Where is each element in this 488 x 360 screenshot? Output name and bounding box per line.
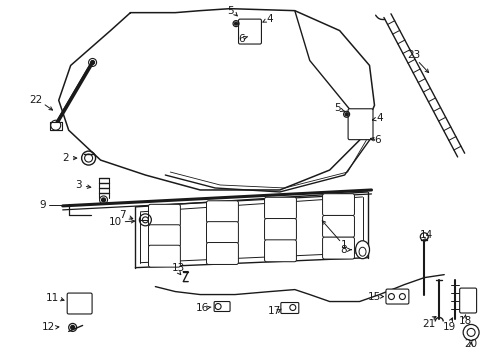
Ellipse shape — [355, 241, 369, 259]
Text: 6: 6 — [238, 33, 245, 44]
Text: 10: 10 — [109, 217, 122, 227]
Text: 13: 13 — [171, 263, 184, 273]
FancyBboxPatch shape — [322, 237, 354, 259]
FancyBboxPatch shape — [322, 194, 354, 216]
Text: 23: 23 — [407, 50, 420, 60]
Text: 19: 19 — [442, 323, 455, 332]
Text: 16: 16 — [195, 302, 208, 312]
Text: 18: 18 — [458, 316, 471, 327]
FancyBboxPatch shape — [264, 240, 296, 262]
FancyBboxPatch shape — [67, 293, 92, 314]
Text: 21: 21 — [422, 319, 435, 329]
FancyBboxPatch shape — [385, 289, 408, 304]
FancyBboxPatch shape — [347, 109, 372, 140]
Text: 5: 5 — [334, 103, 340, 113]
Circle shape — [345, 113, 347, 116]
Circle shape — [90, 60, 94, 64]
FancyBboxPatch shape — [322, 215, 354, 237]
Text: 17: 17 — [268, 306, 281, 316]
Text: 22: 22 — [29, 95, 42, 105]
Text: 14: 14 — [419, 230, 432, 240]
Text: 4: 4 — [266, 14, 273, 24]
FancyBboxPatch shape — [206, 243, 238, 265]
FancyBboxPatch shape — [148, 245, 180, 267]
Text: 9: 9 — [40, 200, 46, 210]
Text: 8: 8 — [340, 245, 346, 255]
Circle shape — [234, 22, 237, 25]
FancyBboxPatch shape — [264, 219, 296, 240]
Text: 5: 5 — [226, 6, 233, 15]
Text: 4: 4 — [375, 113, 382, 123]
Text: 20: 20 — [464, 339, 477, 349]
Ellipse shape — [358, 247, 366, 256]
Bar — [50, 122, 61, 130]
FancyBboxPatch shape — [264, 197, 296, 219]
Text: 2: 2 — [62, 153, 69, 163]
Text: 15: 15 — [367, 292, 380, 302]
Circle shape — [102, 198, 105, 202]
FancyBboxPatch shape — [238, 19, 261, 44]
FancyBboxPatch shape — [148, 204, 180, 226]
Text: 1: 1 — [341, 240, 347, 250]
FancyBboxPatch shape — [206, 222, 238, 244]
FancyBboxPatch shape — [459, 288, 476, 313]
FancyBboxPatch shape — [206, 201, 238, 223]
Circle shape — [71, 325, 75, 329]
Text: 6: 6 — [373, 135, 380, 145]
Text: 7: 7 — [119, 210, 125, 220]
FancyBboxPatch shape — [148, 225, 180, 247]
Text: 11: 11 — [46, 293, 59, 302]
Text: 12: 12 — [42, 323, 55, 332]
FancyBboxPatch shape — [280, 302, 298, 314]
FancyBboxPatch shape — [214, 302, 229, 311]
Text: 3: 3 — [75, 180, 82, 190]
